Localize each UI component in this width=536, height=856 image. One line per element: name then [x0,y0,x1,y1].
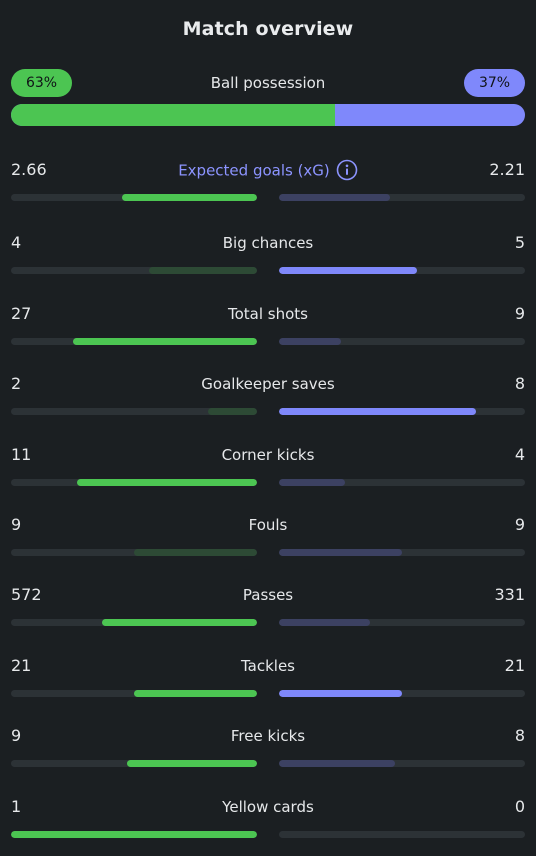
stat-label-text: Big chances [222,234,314,252]
away-bar-fill [279,267,417,274]
stat-label-text: Corner kicks [221,446,315,464]
home-value: 4 [11,233,22,252]
home-value: 9 [11,515,22,534]
stat-label: Free kicks [11,726,525,746]
stat-row: 4 Big chances 5 [11,233,525,275]
stat-row: 1 Yellow cards 0 [11,797,525,839]
away-bar [279,690,525,697]
home-bar [11,479,257,486]
stat-label: Yellow cards [11,797,525,817]
home-value: 2 [11,374,22,393]
stat-label-text: Fouls [248,516,288,534]
home-bar [11,194,257,201]
home-bar [11,619,257,626]
home-value: 9 [11,726,22,745]
away-value: 0 [514,797,525,816]
away-value: 2.21 [489,160,525,179]
away-bar [279,619,525,626]
home-bar [11,831,257,838]
home-bar [11,549,257,556]
stat-row: 2.66 Expected goals (xG) 2.21 [11,159,525,202]
stat-row: 9 Fouls 9 [11,515,525,557]
home-bar-fill [207,408,257,415]
home-value: 1 [11,797,22,816]
home-value: 11 [11,445,32,464]
away-bar [279,831,525,838]
away-bar-fill [279,690,402,697]
stat-label-text: Passes [242,586,294,604]
stat-label: Corner kicks [11,445,525,465]
possession-bar-home-fill [11,104,335,126]
stat-label-text: Goalkeeper saves [201,375,335,393]
away-bar [279,479,525,486]
stat-label-text: Free kicks [230,727,306,745]
stat-row: 9 Free kicks 8 [11,726,525,768]
stat-label-text: Yellow cards [222,798,314,816]
home-value: 572 [11,585,42,604]
away-value: 8 [514,374,525,393]
home-bar-fill [134,690,257,697]
home-bar-fill [121,194,257,201]
info-icon[interactable] [336,159,358,181]
home-bar-fill [11,831,257,838]
away-value: 331 [494,585,525,604]
home-value: 27 [11,304,32,323]
home-bar-fill [102,619,257,626]
home-bar-fill [134,549,257,556]
stat-label-text: Expected goals (xG) [178,161,330,180]
home-bar-fill [77,479,257,486]
away-bar-fill [279,479,346,486]
away-bar-fill [279,549,402,556]
away-bar [279,549,525,556]
home-value: 2.66 [11,160,47,179]
away-possession-badge: 37% [464,69,525,97]
stat-label: Total shots [11,304,525,324]
home-bar [11,267,257,274]
stat-label-text: Tackles [240,657,296,675]
home-bar-fill [126,760,257,767]
stat-row: 27 Total shots 9 [11,304,525,346]
stat-row: 572 Passes 331 [11,585,525,627]
stat-label: Big chances [11,233,525,253]
stat-label-text: Total shots [228,305,308,323]
home-value: 21 [11,656,32,675]
home-bar [11,690,257,697]
page-title: Match overview [182,18,354,40]
possession-row: 63% Ball possession 37% [11,69,525,97]
away-value: 8 [514,726,525,745]
stat-row: 21 Tackles 21 [11,656,525,698]
away-bar [279,760,525,767]
home-bar-fill [148,267,257,274]
home-bar [11,408,257,415]
home-bar [11,338,257,345]
away-bar [279,338,525,345]
stat-row: 11 Corner kicks 4 [11,445,525,487]
stat-label: Fouls [11,515,525,535]
away-bar [279,267,525,274]
away-bar-fill [279,760,395,767]
away-bar-fill [279,194,390,201]
away-bar-fill [279,619,371,626]
home-bar-fill [72,338,257,345]
away-bar-fill [279,408,476,415]
possession-bar [11,104,525,126]
away-value: 5 [514,233,525,252]
away-value: 9 [514,515,525,534]
away-value: 4 [514,445,525,464]
away-value: 9 [514,304,525,323]
stat-label: Passes [11,585,525,605]
possession-label: Ball possession [210,74,326,92]
home-bar [11,760,257,767]
away-value: 21 [504,656,525,675]
stat-label: Goalkeeper saves [11,374,525,394]
stat-label: Tackles [11,656,525,676]
away-bar [279,408,525,415]
away-bar-fill [279,338,341,345]
stat-label[interactable]: Expected goals (xG) [11,159,525,182]
stat-row: 2 Goalkeeper saves 8 [11,374,525,416]
home-possession-badge: 63% [11,69,72,97]
away-bar [279,194,525,201]
